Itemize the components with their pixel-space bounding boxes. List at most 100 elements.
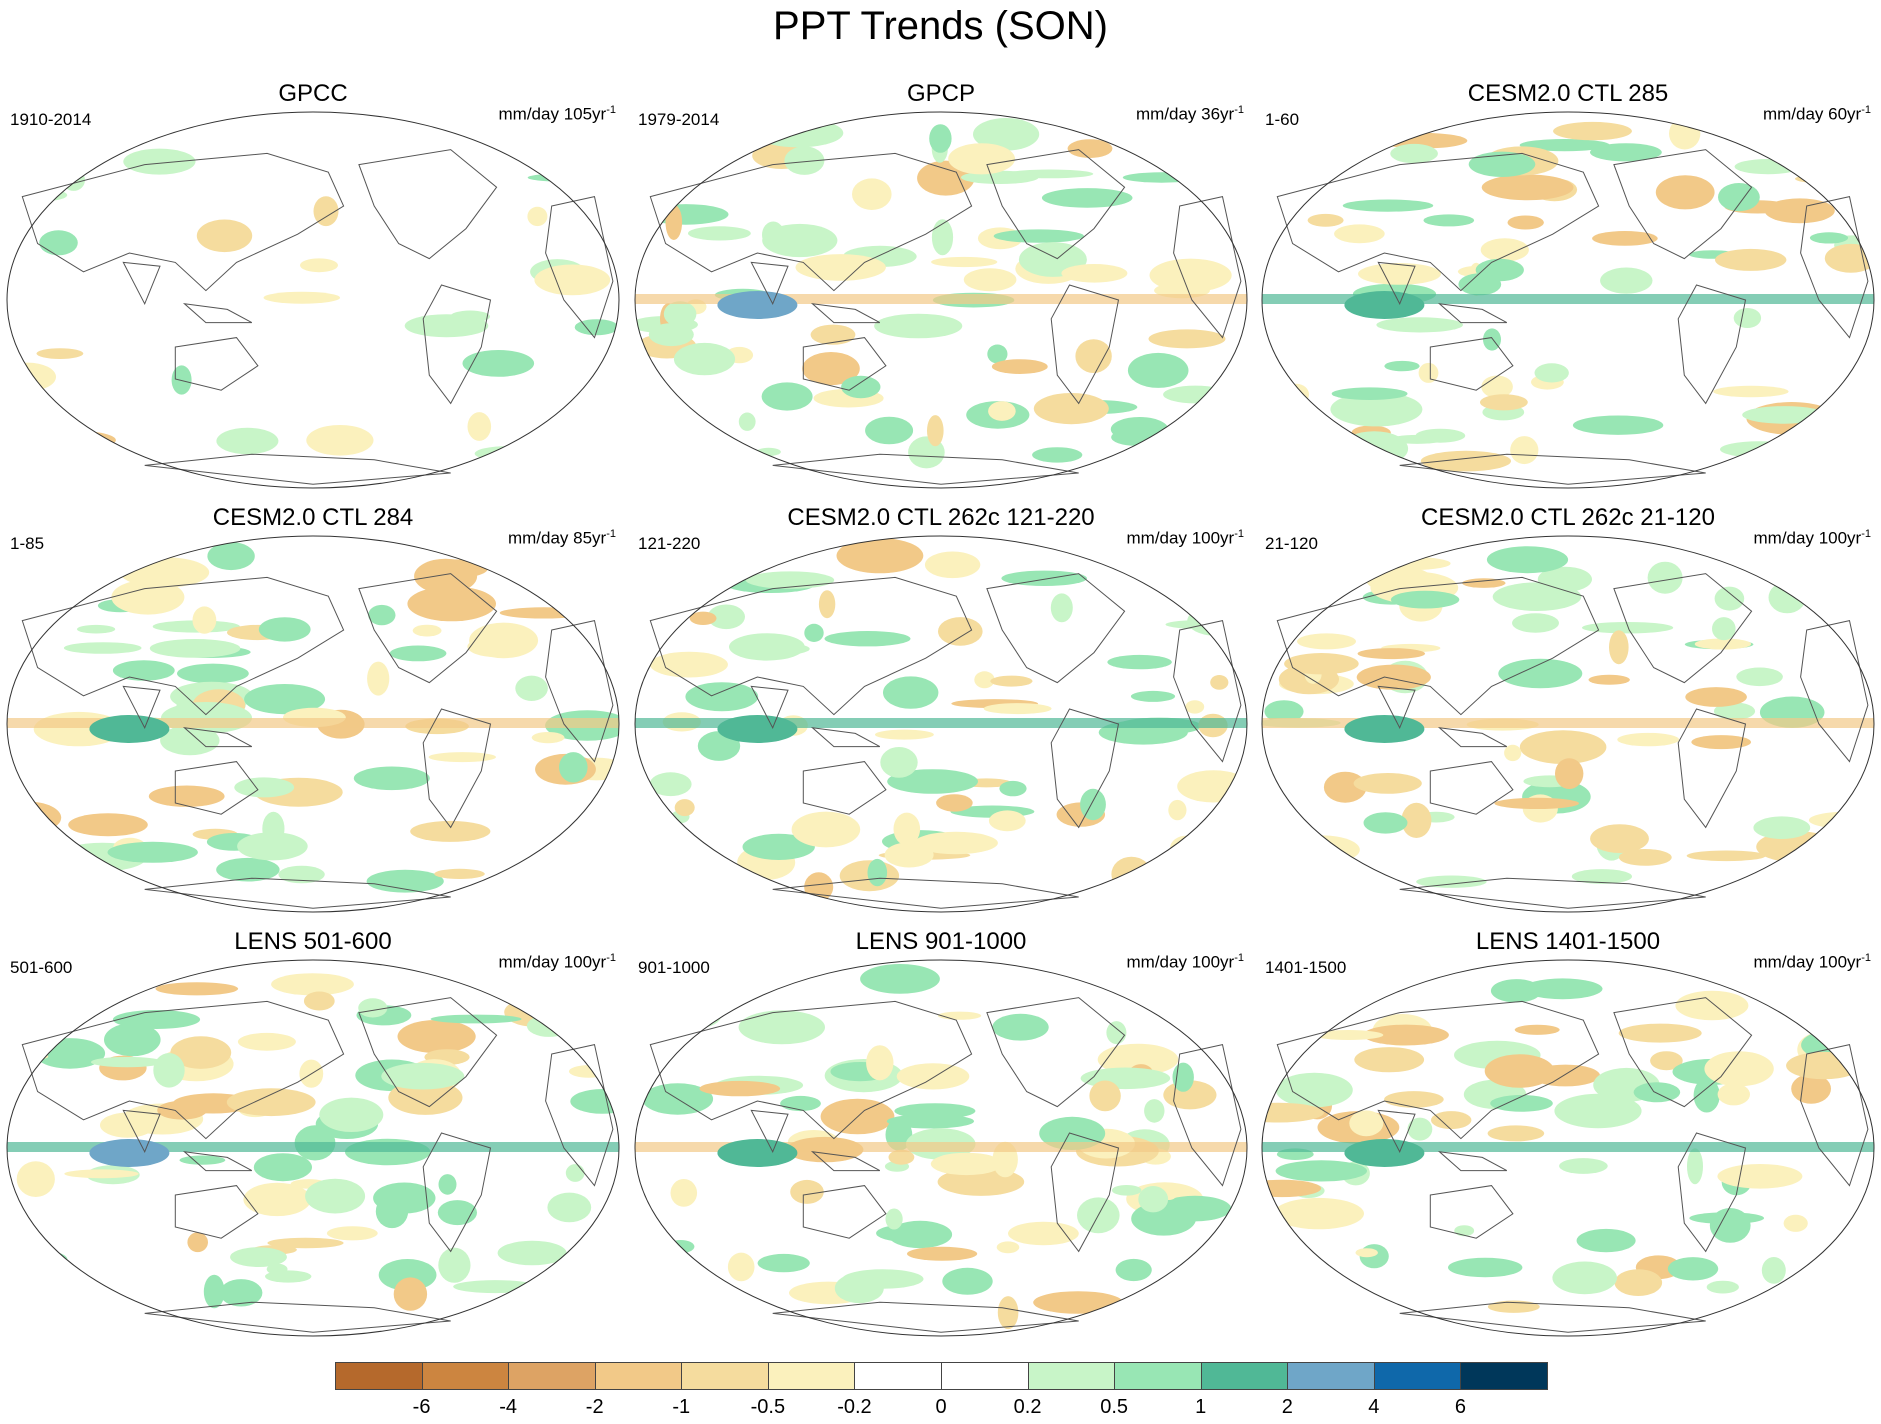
trend-patch [927, 415, 944, 447]
trend-patch [149, 639, 241, 658]
map-panel-cesm-285: CESM2.0 CTL 285 1-60 mm/day 60yr-1 [1255, 80, 1881, 505]
trend-patch [1797, 136, 1840, 160]
panel-title: CESM2.0 CTL 284 [212, 504, 414, 531]
coastline [1677, 1132, 1747, 1253]
colorbar-tick-label: -1 [672, 1396, 691, 1418]
trend-patch [305, 1178, 366, 1214]
units-label: mm/day 85yr-1 [507, 528, 616, 548]
trend-patch [1165, 619, 1247, 630]
trend-patch [1694, 638, 1752, 650]
trend-patch [1144, 1099, 1165, 1123]
trend-patch [263, 291, 340, 304]
trend-patch [7, 801, 62, 834]
colorbar-swatch [941, 1362, 1029, 1390]
trend-patch [531, 732, 565, 744]
colorbar-swatch [1460, 1362, 1548, 1390]
trend-patch [1275, 1160, 1367, 1182]
trend-patch [388, 1080, 463, 1115]
trend-patch [1650, 1051, 1683, 1071]
coastline [1276, 152, 1600, 292]
trend-patch [930, 1152, 1003, 1176]
trend-patch [1122, 172, 1201, 183]
trend-patch [1431, 1111, 1472, 1130]
colorbar-swatch [335, 1362, 423, 1390]
colorbar-swatch [1114, 1362, 1202, 1390]
map-panel-lens-901: LENS 901-1000 901-1000 mm/day 100yr-1 [628, 928, 1254, 1353]
trend-patch [1262, 863, 1327, 880]
trend-patch [563, 556, 598, 592]
coastline [1677, 284, 1747, 405]
trend-patch [804, 872, 834, 902]
trend-patch [883, 676, 939, 709]
trend-patch [1504, 744, 1522, 762]
coastline [21, 1000, 345, 1140]
coastline [358, 573, 498, 684]
coastline [810, 303, 881, 324]
trend-patch [784, 146, 825, 175]
coastline [1399, 877, 1706, 909]
trend-patch [467, 636, 524, 657]
trend-patch [1771, 125, 1799, 143]
trend-patch [1115, 1258, 1152, 1282]
figure-title: PPT Trends (SON) [773, 4, 1108, 48]
trend-patch [1717, 1164, 1803, 1189]
trend-patch [1349, 1110, 1384, 1137]
trend-patch [1609, 630, 1629, 665]
trend-patch [880, 747, 918, 778]
trend-patch [230, 1247, 287, 1267]
map-border [6, 535, 620, 913]
trend-patch [30, 574, 82, 596]
trend-patch [761, 382, 813, 411]
trend-patch [990, 675, 1033, 687]
trend-patch [397, 1019, 476, 1054]
trend-patch [1764, 198, 1835, 224]
trend-patch [1130, 690, 1176, 702]
trend-patch [1106, 1021, 1127, 1045]
trend-patch [123, 148, 196, 175]
trend-patch [237, 832, 308, 861]
trend-patch [824, 631, 911, 647]
trend-patch [1356, 664, 1431, 690]
coastline [1173, 1044, 1242, 1187]
trend-patch [1170, 835, 1204, 861]
trend-patch [367, 661, 390, 696]
trend-patch [64, 1169, 139, 1179]
trend-patch [139, 843, 159, 860]
trend-patch [234, 777, 295, 798]
trend-patch [988, 401, 1016, 421]
trend-patch [1216, 836, 1235, 860]
trend-patch [1340, 431, 1409, 467]
trend-patch [1553, 121, 1632, 141]
trend-patch [810, 324, 856, 345]
trend-patch [179, 1155, 226, 1165]
trend-patch [170, 1036, 232, 1069]
coastline [1613, 997, 1753, 1108]
trend-patch [1334, 224, 1385, 244]
trend-patch [1821, 439, 1874, 451]
trend-patch [753, 118, 844, 148]
trend-patch [635, 854, 700, 870]
trend-patch [1655, 175, 1715, 210]
trend-patch [717, 715, 798, 743]
trend-patch [313, 196, 339, 227]
trend-patch [1783, 1214, 1808, 1232]
trend-patch [1001, 570, 1087, 586]
trend-patch [1107, 654, 1172, 670]
trend-patch [649, 772, 692, 797]
trend-patch [216, 857, 280, 882]
trend-patch [635, 1280, 684, 1314]
trend-patch [1554, 1093, 1642, 1129]
coastline [174, 337, 259, 391]
trend-patch [1669, 117, 1701, 150]
trend-patch [997, 1296, 1019, 1330]
trend-patch [1331, 387, 1408, 401]
trend-patch [437, 1200, 477, 1226]
trend-patch [1778, 871, 1811, 895]
map-border [634, 959, 1248, 1337]
coastline [1437, 303, 1508, 324]
trend-patch [515, 675, 548, 701]
trend-patch [523, 990, 608, 1018]
trend-patch [649, 458, 702, 478]
trend-patch [1675, 990, 1749, 1021]
trend-patch [780, 1095, 821, 1112]
